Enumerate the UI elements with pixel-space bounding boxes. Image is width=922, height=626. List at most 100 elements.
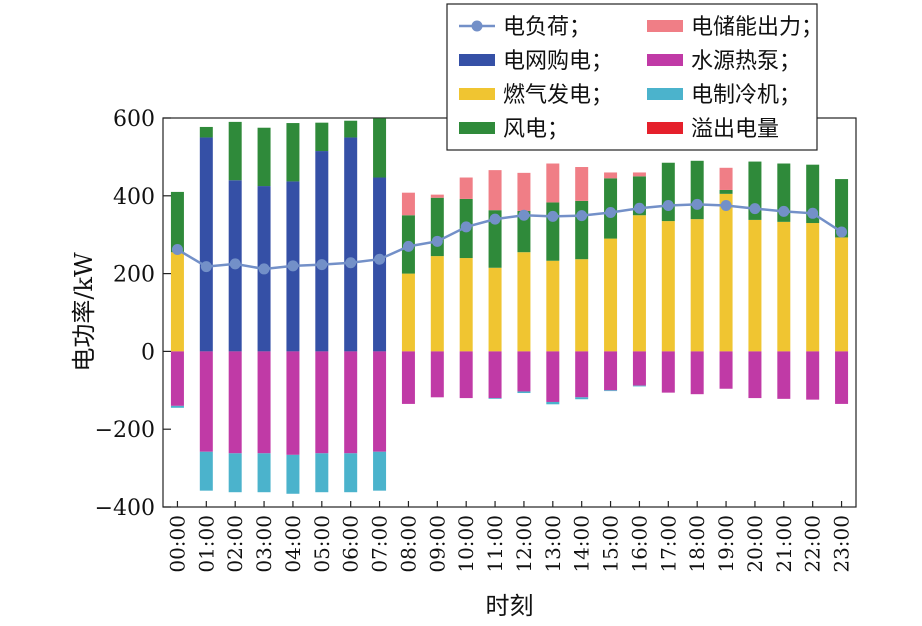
bar-segment-1-0 <box>170 252 184 352</box>
legend-label-6: 风电； <box>503 117 569 142</box>
legend-swatch-7 <box>647 122 683 134</box>
bar-segment-0-5 <box>315 151 329 352</box>
bar-segment-6-12 <box>517 391 531 394</box>
load-point-21 <box>778 205 790 217</box>
bar-segment-6-13 <box>546 401 560 405</box>
bar-segment-5-8 <box>401 351 415 404</box>
bar-segment-5-21 <box>777 351 791 399</box>
bar-segment-2-5 <box>315 122 329 152</box>
bar-segment-2-2 <box>228 121 242 181</box>
x-axis-label: 时刻 <box>486 592 534 620</box>
x-tick-label-4: 04:00 <box>281 515 305 573</box>
y-tick-label-0: −400 <box>95 496 155 521</box>
bars-layer <box>170 118 849 494</box>
load-point-9 <box>431 235 443 247</box>
load-point-2 <box>229 258 241 270</box>
x-tick-label-5: 05:00 <box>310 515 334 573</box>
x-tick-label-2: 02:00 <box>223 515 247 573</box>
y-tick-label-1: −200 <box>95 418 155 443</box>
legend-label-7: 溢出电量 <box>691 117 779 142</box>
bar-segment-1-17 <box>661 221 675 352</box>
legend-label-4: 燃气发电； <box>503 83 613 108</box>
load-point-6 <box>345 257 357 269</box>
bar-segment-2-3 <box>257 127 271 187</box>
bar-segment-1-10 <box>459 258 473 352</box>
bar-segment-2-6 <box>344 120 358 138</box>
bar-segment-5-1 <box>199 351 213 452</box>
bar-segment-5-9 <box>430 351 444 398</box>
bar-segment-1-12 <box>517 252 531 352</box>
bar-segment-2-0 <box>170 191 184 253</box>
y-tick-label-4: 400 <box>113 185 155 210</box>
x-tick-label-1: 01:00 <box>194 515 218 573</box>
bar-segment-5-11 <box>488 351 502 399</box>
legend-label-2: 电网购电； <box>503 49 613 74</box>
bar-segment-2-23 <box>835 179 849 238</box>
load-point-11 <box>489 213 501 225</box>
bar-segment-1-22 <box>806 223 820 352</box>
bar-segment-1-13 <box>546 260 560 352</box>
load-point-16 <box>633 202 645 214</box>
x-tick-label-10: 10:00 <box>454 515 478 573</box>
x-tick-label-14: 14:00 <box>570 515 594 573</box>
bar-segment-5-18 <box>690 351 704 395</box>
bar-segment-5-17 <box>661 351 675 393</box>
legend-label-3: 水源热泵； <box>691 49 801 74</box>
bar-segment-0-1 <box>199 137 213 352</box>
bar-segment-1-11 <box>488 267 502 352</box>
load-point-17 <box>662 200 674 212</box>
legend-marker-0 <box>471 20 483 32</box>
bar-segment-3-12 <box>517 172 531 211</box>
x-tick-label-8: 08:00 <box>396 515 420 573</box>
bar-segment-2-9 <box>430 197 444 257</box>
legend-swatch-2 <box>459 54 495 66</box>
legend: 电负荷； 电储能出力； 电网购电； 水源热泵； 燃气发电； 电制冷机； 风电； 溢出电量 <box>446 3 823 151</box>
bar-segment-3-8 <box>401 192 415 216</box>
load-point-4 <box>287 260 299 272</box>
bar-segment-3-9 <box>430 194 444 198</box>
legend-swatch-3 <box>647 54 683 66</box>
legend-label-0: 电负荷； <box>503 15 591 40</box>
x-tick-label-23: 23:00 <box>830 515 854 573</box>
bar-segment-2-7 <box>373 118 387 178</box>
load-line-layer <box>171 198 848 275</box>
load-point-8 <box>402 240 414 252</box>
bar-segment-2-12 <box>517 210 531 253</box>
bar-segment-5-13 <box>546 351 560 402</box>
bar-segment-5-10 <box>459 351 473 399</box>
bar-segment-3-13 <box>546 163 560 203</box>
bar-segment-2-18 <box>690 160 704 220</box>
legend-swatch-1 <box>647 20 683 32</box>
legend-swatch-4 <box>459 88 495 100</box>
bar-segment-2-19 <box>719 189 733 194</box>
x-tick-label-9: 09:00 <box>425 515 449 573</box>
x-tick-label-22: 22:00 <box>801 515 825 573</box>
load-point-5 <box>316 259 328 271</box>
bar-segment-5-6 <box>344 351 358 454</box>
y-tick-label-5: 600 <box>113 107 155 132</box>
x-tick-label-3: 03:00 <box>252 515 276 573</box>
bar-segment-1-8 <box>401 273 415 352</box>
bar-segment-1-19 <box>719 193 733 352</box>
bar-segment-3-14 <box>575 167 589 201</box>
bar-segment-6-5 <box>315 453 329 493</box>
bar-segment-5-5 <box>315 351 329 454</box>
load-point-18 <box>691 198 703 210</box>
bar-segment-6-1 <box>199 451 213 491</box>
bar-segment-5-23 <box>835 351 849 404</box>
bar-segment-1-15 <box>604 238 618 352</box>
bar-segment-6-7 <box>373 451 387 491</box>
bar-segment-5-7 <box>373 351 387 452</box>
load-point-19 <box>720 200 732 212</box>
legend-box <box>446 3 818 151</box>
bar-segment-3-19 <box>719 167 733 190</box>
bar-segment-1-14 <box>575 259 589 352</box>
bar-segment-5-12 <box>517 351 531 392</box>
bar-segment-5-0 <box>170 351 184 406</box>
bar-segment-3-15 <box>604 172 618 179</box>
bar-segment-5-15 <box>604 351 618 391</box>
legend-swatch-6 <box>459 122 495 134</box>
x-tick-label-17: 17:00 <box>656 515 680 573</box>
x-tick-label-7: 07:00 <box>368 515 392 573</box>
legend-label-5: 电制冷机； <box>691 83 801 108</box>
